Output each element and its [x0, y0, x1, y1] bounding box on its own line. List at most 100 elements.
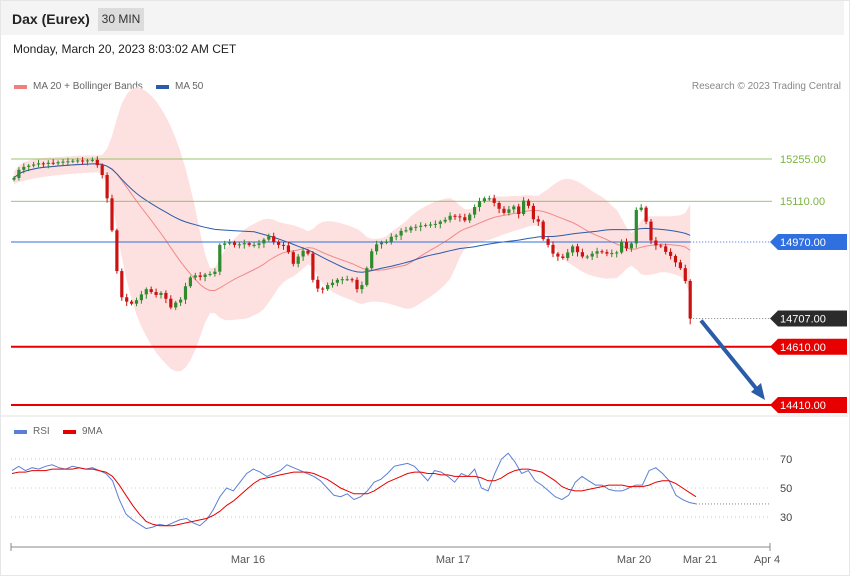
- candle: [159, 292, 163, 295]
- candle: [556, 253, 560, 257]
- candle: [673, 255, 678, 263]
- chart-header: Dax (Eurex) 30 MIN: [1, 1, 844, 35]
- candle: [46, 162, 50, 164]
- copyright: Research © 2023 Trading Central: [691, 81, 841, 92]
- candle: [139, 294, 143, 301]
- pivot-price-tag: [770, 233, 847, 250]
- candle: [688, 280, 692, 319]
- candle: [541, 221, 545, 240]
- candle: [81, 160, 85, 162]
- rsi-ma-line: [11, 467, 697, 527]
- candle: [110, 198, 114, 231]
- candle: [306, 250, 310, 254]
- candle: [595, 251, 599, 254]
- candle: [512, 206, 516, 210]
- legend-rsi-ma-swatch: [63, 429, 76, 434]
- candle: [590, 253, 594, 257]
- candle: [497, 202, 501, 209]
- candle: [198, 275, 202, 277]
- candle: [51, 162, 55, 164]
- rsi-level-label: 70: [780, 454, 792, 466]
- candle: [41, 163, 45, 165]
- candle: [379, 242, 384, 245]
- candle: [247, 243, 251, 245]
- candle: [453, 215, 457, 217]
- candle: [321, 288, 325, 290]
- candle: [551, 244, 555, 254]
- candle: [629, 243, 633, 249]
- candle: [492, 198, 496, 203]
- candle: [345, 279, 349, 281]
- legend-rsi-label: RSI: [33, 426, 50, 437]
- legend-rsi-ma-label: 9MA: [82, 426, 103, 437]
- candle: [90, 159, 94, 161]
- candle: [507, 209, 511, 213]
- candle: [281, 244, 286, 246]
- rsi-level-label: 30: [780, 512, 792, 524]
- candle: [237, 244, 241, 246]
- candle: [610, 253, 614, 255]
- candle: [335, 279, 339, 283]
- candle: [174, 302, 178, 308]
- candle: [291, 252, 295, 264]
- candle: [443, 219, 447, 222]
- legend-bollinger: MA 20 + Bollinger Bands: [14, 81, 143, 92]
- candle: [428, 224, 433, 226]
- candle: [115, 230, 119, 272]
- candle: [644, 207, 648, 222]
- candle: [639, 207, 643, 210]
- candle: [203, 274, 207, 277]
- candle: [634, 209, 638, 244]
- x-tick-label: Mar 16: [231, 554, 265, 566]
- candle: [36, 163, 41, 165]
- candle: [32, 164, 36, 166]
- candle: [228, 242, 232, 244]
- x-tick-label: Mar 21: [683, 554, 717, 566]
- candle: [458, 216, 462, 218]
- support-price-tag: [770, 397, 847, 413]
- candle: [624, 241, 629, 249]
- candle: [546, 239, 550, 245]
- legend-ma50-swatch: [156, 84, 169, 89]
- ma20-line: [13, 163, 691, 291]
- candle: [316, 279, 320, 289]
- candle: [125, 297, 129, 302]
- candle: [330, 282, 335, 286]
- candle: [169, 298, 173, 308]
- candle: [340, 279, 344, 281]
- candle: [477, 201, 482, 208]
- candle: [85, 160, 90, 162]
- candle: [473, 207, 477, 215]
- x-tick-label: Mar 17: [436, 554, 470, 566]
- level-label: 15255.00: [780, 154, 826, 166]
- chart-datetime: Monday, March 20, 2023 8:03:02 AM CET: [13, 42, 237, 56]
- forecast-arrow: [699, 319, 761, 394]
- candle: [571, 246, 575, 253]
- candle: [419, 225, 423, 227]
- legend-ma50: MA 50: [156, 81, 203, 92]
- candle: [311, 253, 315, 280]
- candle: [232, 242, 237, 245]
- candle: [12, 177, 16, 180]
- bollinger-band: [14, 87, 691, 372]
- candle: [448, 215, 452, 220]
- candle: [71, 160, 75, 162]
- candle: [350, 279, 354, 281]
- candle: [566, 252, 570, 258]
- candle: [404, 230, 408, 232]
- candle: [95, 159, 99, 166]
- candle: [409, 227, 413, 231]
- level-label: 14970.00: [780, 237, 826, 249]
- candle: [272, 236, 276, 242]
- candle: [394, 235, 398, 237]
- legend-rsi: RSI: [14, 426, 50, 437]
- timeframe-badge[interactable]: 30 MIN: [98, 8, 144, 31]
- ma50-line: [13, 163, 691, 273]
- candle: [218, 244, 222, 272]
- candle: [526, 200, 531, 206]
- level-label: 14707.00: [780, 314, 826, 326]
- candle: [531, 205, 535, 220]
- candle: [468, 214, 472, 221]
- rsi-line: [11, 452, 697, 530]
